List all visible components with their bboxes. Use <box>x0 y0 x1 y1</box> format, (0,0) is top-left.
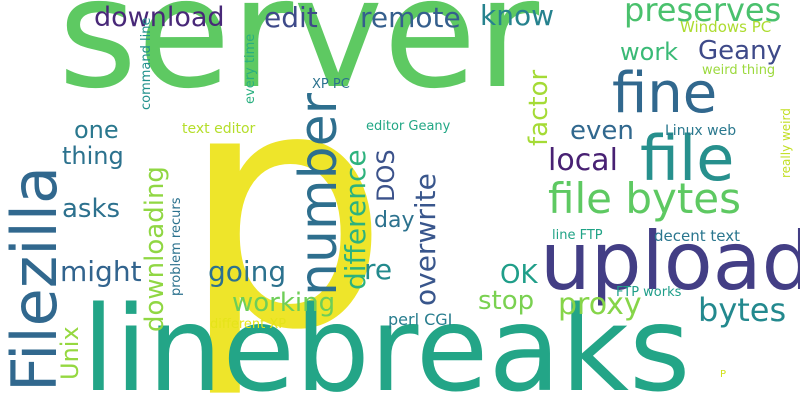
word-windows-pc: Windows PC <box>680 18 772 36</box>
word-different-xp: different XP <box>210 317 287 332</box>
word-fine: fine <box>612 61 718 126</box>
word-remote: remote <box>360 1 461 34</box>
word-upload: upload <box>540 215 800 308</box>
word-proxy: proxy <box>558 287 642 322</box>
word-day: day <box>374 208 415 233</box>
word-text-editor: text editor <box>182 121 256 137</box>
word-local: local <box>548 143 618 178</box>
word-decent-text: decent text <box>654 227 740 245</box>
word-even: even <box>570 116 634 146</box>
word-dos: DOS <box>372 149 400 202</box>
word-unix: Unix <box>56 326 84 380</box>
word-ftp-works: FTP works <box>616 285 682 300</box>
word-working: working <box>232 288 336 318</box>
word-p: p <box>180 18 390 400</box>
word-download: download <box>94 2 225 33</box>
word-re: re <box>364 253 393 286</box>
word-thing: thing <box>62 142 124 170</box>
word-small-p: P <box>720 369 727 380</box>
word-might: might <box>60 255 142 288</box>
word-geany: Geany <box>698 36 782 66</box>
word-command-line: command line <box>139 17 154 110</box>
word-linux-web: Linux web <box>665 123 737 139</box>
word-editor-geany: editor Geany <box>366 119 451 134</box>
word-bytes: bytes <box>698 291 787 329</box>
word-file-bytes: file bytes <box>548 174 742 223</box>
word-overwrite: overwrite <box>409 173 442 306</box>
word-really-weird: really weird <box>779 108 793 178</box>
word-preserves: preserves <box>624 0 782 29</box>
word-number: number <box>289 93 349 296</box>
word-factor: factor <box>524 69 554 146</box>
word-know: know <box>480 0 554 32</box>
word-ok: OK <box>500 260 538 290</box>
word-file: file <box>640 122 735 195</box>
word-one: one <box>74 116 119 144</box>
word-every-time: every time <box>243 33 258 104</box>
word-edit: edit <box>264 1 318 34</box>
word-problem-recurs: problem recurs <box>169 197 184 296</box>
word-weird-thing: weird thing <box>702 63 776 78</box>
word-perl-cgi: perl CGI <box>388 310 453 329</box>
word-asks: asks <box>62 194 121 224</box>
word-going: going <box>208 255 287 288</box>
word-linebreaks: linebreaks <box>82 280 691 400</box>
word-line-ftp: line FTP <box>552 228 603 243</box>
word-server: server <box>58 0 540 122</box>
word-downloading: downloading <box>140 166 170 332</box>
word-work: work <box>620 38 679 66</box>
word-xp-pc: XP PC <box>312 77 350 92</box>
word-stop: stop <box>478 286 535 316</box>
